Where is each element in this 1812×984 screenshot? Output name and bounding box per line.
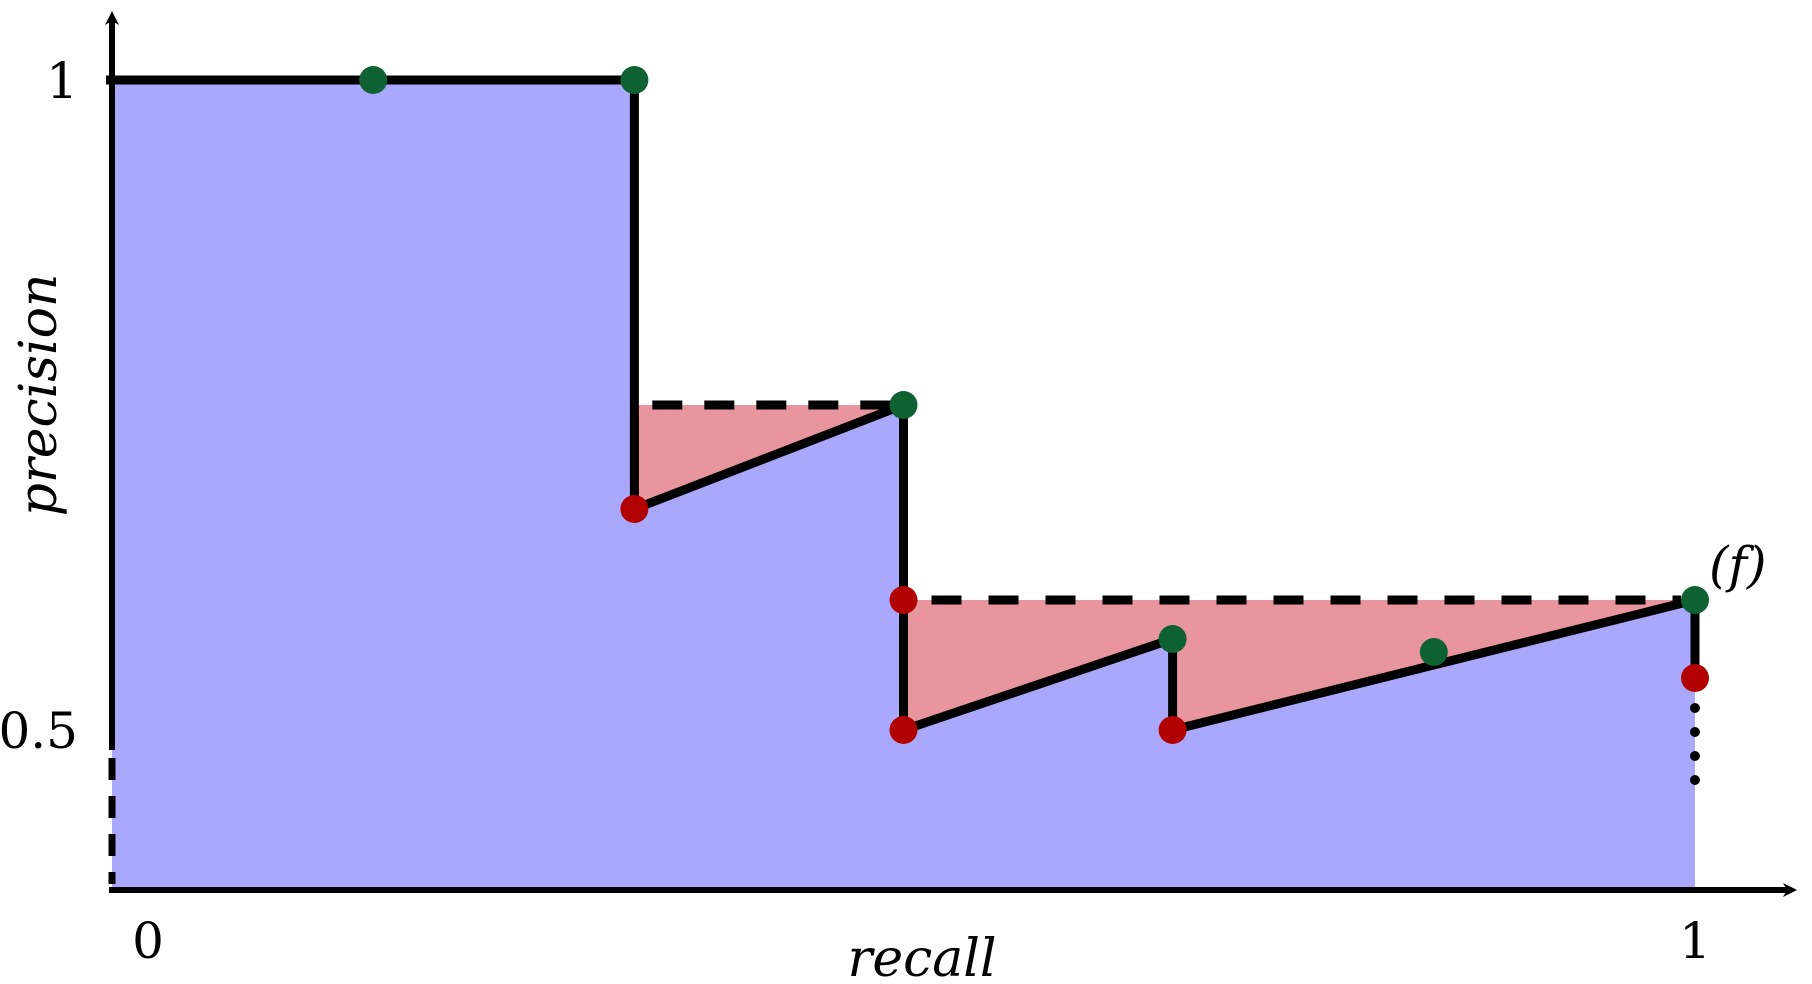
pr-point-4-positive [889, 391, 918, 419]
y-axis-title: precision [9, 274, 69, 517]
pr-point-8-negative [1158, 716, 1187, 744]
pr-point-9-positive [1419, 638, 1448, 666]
pr-point-7-positive [1158, 625, 1187, 653]
pr-point-1-positive [359, 66, 388, 94]
points-layer [359, 66, 1709, 744]
x-tick-label: 1 [1679, 912, 1711, 970]
y-tick-label: 0.5 [0, 702, 78, 760]
pr-point-10-positive [1681, 586, 1709, 614]
pr-point-2-positive [620, 66, 649, 94]
pr-point-5-negative [889, 586, 918, 614]
axes-layer [105, 11, 1797, 897]
pr-point-3-negative [620, 495, 649, 523]
interpolation-gap-2 [903, 600, 1695, 730]
pr-point-6-negative [889, 716, 918, 744]
labels-layer: 1 0.5 0 1 recall precision (f) [0, 52, 1767, 984]
annotation-label-1: (f) [1709, 536, 1767, 594]
y-tick-label: 1 [46, 52, 78, 110]
x-axis-title: recall [847, 929, 996, 984]
x-tick-label: 0 [132, 912, 164, 970]
pr-point-11-negative [1681, 664, 1709, 692]
